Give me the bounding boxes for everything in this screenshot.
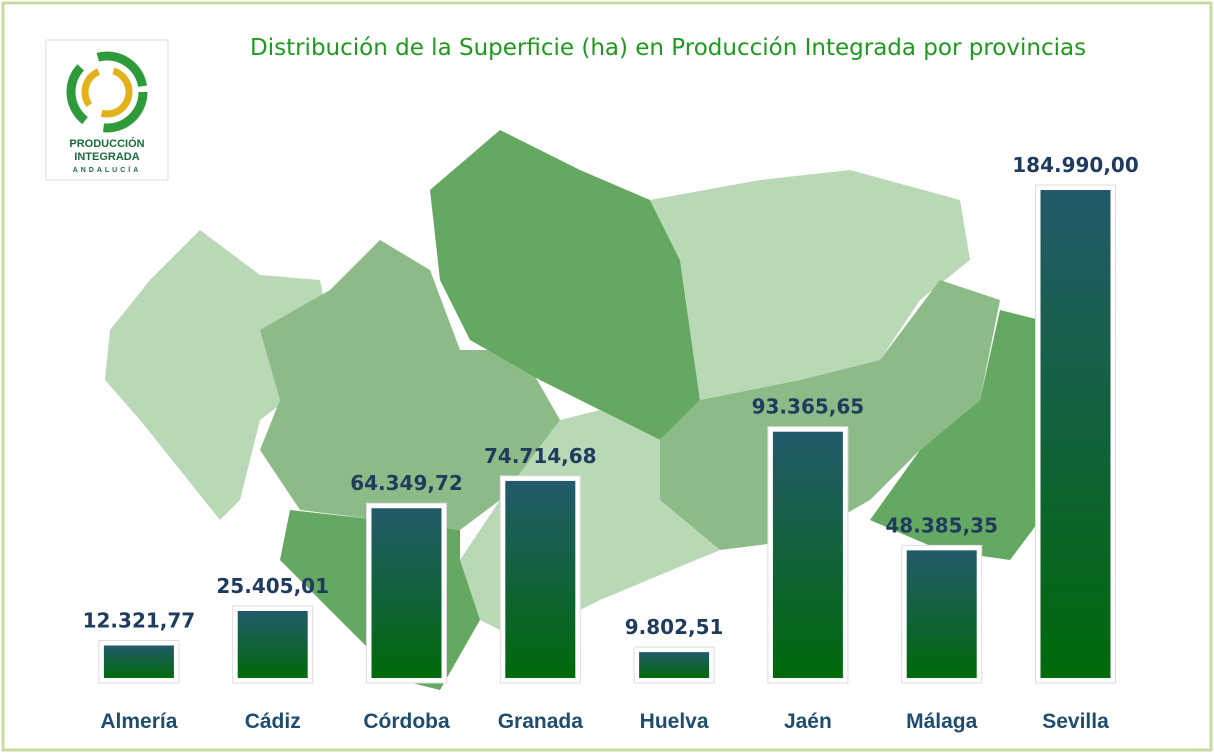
value-label: 25.405,01 (216, 574, 329, 598)
value-label: 9.802,51 (625, 615, 724, 639)
chart-title: Distribución de la Superficie (ha) en Pr… (250, 35, 1086, 61)
bar (505, 480, 576, 678)
value-label: 74.714,68 (484, 444, 597, 468)
bar (103, 645, 174, 678)
logo-text: PRODUCCIÓN (69, 137, 144, 150)
map-huelva (105, 230, 330, 520)
value-label: 48.385,35 (885, 513, 998, 537)
map-jaen (650, 170, 970, 400)
logo-text: ANDALUCÍA (73, 165, 142, 174)
map-almeria (870, 310, 1040, 560)
bar (772, 431, 843, 678)
logo: PRODUCCIÓN INTEGRADA ANDALUCÍA (45, 39, 169, 181)
value-label: 93.365,65 (752, 395, 865, 419)
map-sevilla (260, 240, 560, 530)
x-tick-label: Málaga (906, 710, 978, 733)
logo-box (45, 39, 169, 181)
logo-ring-inner (81, 66, 133, 118)
logo-ring (66, 51, 148, 133)
bar (237, 610, 308, 678)
map-cordoba (430, 130, 700, 440)
x-tick-label: Almería (100, 710, 177, 733)
value-label: 12.321,77 (83, 608, 196, 632)
x-tick-label: Córdoba (363, 710, 450, 733)
x-tick-label: Huelva (640, 710, 709, 733)
map-granada (660, 280, 1000, 550)
bar (639, 652, 710, 678)
value-label: 64.349,72 (350, 471, 463, 495)
bar (1040, 190, 1111, 678)
x-tick-label: Granada (498, 710, 584, 733)
x-tick-label: Cádiz (245, 710, 301, 733)
bar (906, 550, 977, 678)
x-tick-label: Jaén (784, 710, 832, 733)
x-tick-label: Sevilla (1042, 710, 1109, 733)
bar (371, 508, 442, 678)
value-label: 184.990,00 (1012, 153, 1139, 177)
logo-text: INTEGRADA (74, 151, 139, 163)
